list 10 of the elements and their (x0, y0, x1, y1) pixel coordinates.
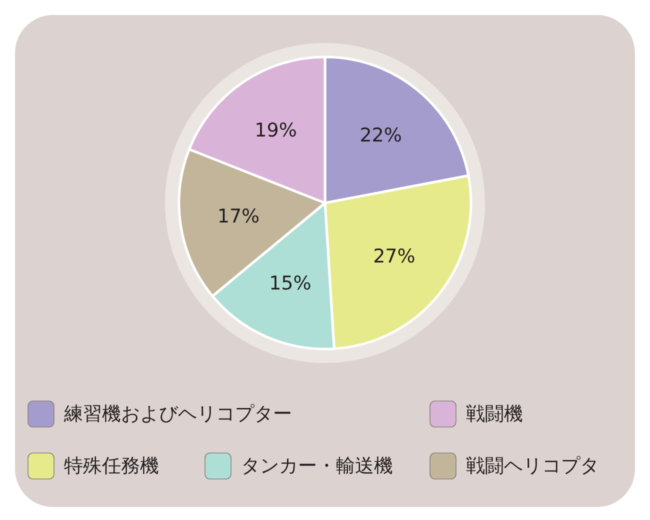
data-label: 15% (269, 272, 312, 294)
data-label: 27% (373, 246, 416, 268)
legend-label: 戦闘ヘリコプタ (466, 455, 599, 477)
legend-label: 練習機およびヘリコプター (63, 403, 292, 425)
data-label: 17% (217, 206, 260, 228)
legend-label: 特殊任務機 (64, 455, 159, 477)
data-label: 19% (254, 120, 297, 142)
legend-label: タンカー・輸送機 (241, 455, 393, 477)
data-label: 22% (360, 124, 402, 147)
legend-label: 戦闘機 (466, 403, 523, 425)
